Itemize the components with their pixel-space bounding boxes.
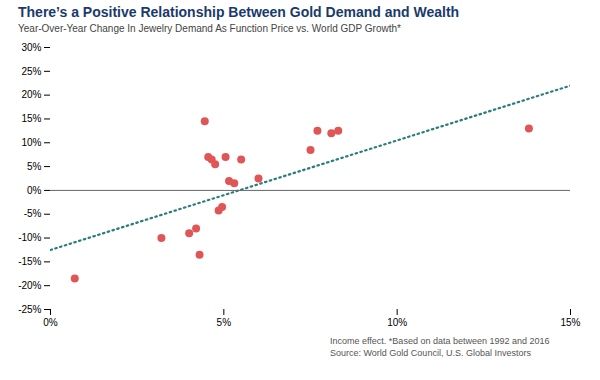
svg-text:10%: 10%	[21, 137, 41, 148]
svg-text:5%: 5%	[217, 317, 232, 328]
svg-text:-15%: -15%	[18, 256, 41, 267]
svg-text:-5%: -5%	[24, 208, 42, 219]
html-text:Source: World Gold Council, U.: Source: World Gold Council, U.S. Global …	[330, 348, 531, 358]
svg-text:0%: 0%	[43, 317, 58, 328]
svg-text:0%: 0%	[27, 185, 42, 196]
html-text:Income effect. *Based on data: Income effect. *Based on data between 19…	[330, 336, 550, 346]
svg-text:10%: 10%	[387, 317, 407, 328]
html-text:There’s a Positive Relationshi: There’s a Positive Relationship Between …	[18, 4, 460, 20]
svg-text:25%: 25%	[21, 66, 41, 77]
svg-text:30%: 30%	[21, 42, 41, 53]
html-text:Year-Over-Year Change In Jewel: Year-Over-Year Change In Jewelry Demand …	[18, 23, 401, 34]
svg-text:20%: 20%	[21, 89, 41, 100]
svg-text:-25%: -25%	[18, 304, 41, 315]
svg-text:15%: 15%	[560, 317, 580, 328]
svg-text:-20%: -20%	[18, 280, 41, 291]
svg-text:-10%: -10%	[18, 232, 41, 243]
svg-text:5%: 5%	[27, 161, 42, 172]
svg-text:15%: 15%	[21, 113, 41, 124]
